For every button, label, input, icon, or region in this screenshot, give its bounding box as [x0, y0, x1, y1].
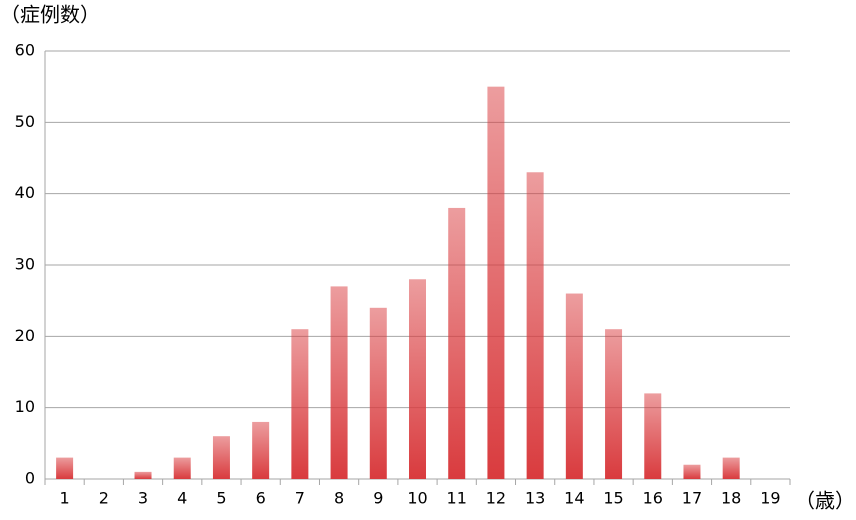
- x-tick-label: 8: [334, 489, 344, 508]
- y-tick-label: 50: [15, 112, 35, 131]
- x-tick-label: 13: [525, 489, 545, 508]
- bar: [605, 329, 623, 479]
- x-tick-label: 2: [99, 489, 109, 508]
- x-axis-title: （歳）: [795, 489, 855, 513]
- x-tick-label: 10: [407, 489, 427, 508]
- x-tick-label: 11: [447, 489, 467, 508]
- bar: [56, 457, 74, 479]
- y-tick-label: 0: [25, 469, 35, 488]
- x-tick-label: 17: [682, 489, 702, 508]
- bar: [722, 457, 740, 479]
- bar: [252, 421, 270, 479]
- bar: [448, 207, 466, 479]
- x-tick-label: 4: [177, 489, 187, 508]
- y-tick-label: 20: [15, 326, 35, 345]
- bar: [134, 471, 152, 479]
- y-tick-label: 40: [15, 183, 35, 202]
- y-axis-title: （症例数）: [0, 3, 100, 27]
- bar: [487, 86, 505, 480]
- x-tick-label: 19: [760, 489, 780, 508]
- bar: [369, 307, 387, 479]
- x-tick-label: 7: [295, 489, 305, 508]
- bar: [409, 279, 426, 479]
- bar: [565, 293, 583, 479]
- bar: [212, 436, 230, 479]
- x-tick-label: 15: [603, 489, 623, 508]
- bar: [330, 286, 348, 479]
- x-tick-label: 9: [373, 489, 383, 508]
- x-tick-label: 18: [721, 489, 741, 508]
- bar: [526, 172, 544, 479]
- x-tick-label: 14: [564, 489, 584, 508]
- y-tick-label: 10: [15, 397, 35, 416]
- bar: [291, 329, 309, 479]
- y-tick-label: 30: [15, 255, 35, 274]
- x-tick-label: 3: [138, 489, 148, 508]
- x-tick-label: 12: [486, 489, 506, 508]
- x-tick-label: 1: [60, 489, 70, 508]
- y-tick-label: 60: [15, 41, 35, 60]
- bar: [644, 393, 662, 479]
- x-tick-label: 6: [256, 489, 266, 508]
- x-tick-label: 5: [216, 489, 226, 508]
- bar: [173, 457, 191, 479]
- bar: [683, 464, 701, 479]
- x-tick-label: 16: [643, 489, 663, 508]
